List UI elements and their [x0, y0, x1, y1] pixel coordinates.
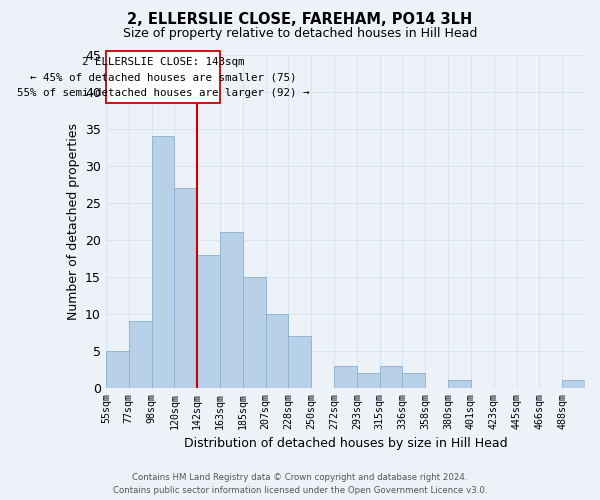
Text: Size of property relative to detached houses in Hill Head: Size of property relative to detached ho…	[123, 28, 477, 40]
Bar	[243, 277, 266, 388]
Text: Contains HM Land Registry data © Crown copyright and database right 2024.
Contai: Contains HM Land Registry data © Crown c…	[113, 473, 487, 495]
Bar	[380, 366, 403, 388]
Bar	[106, 52, 220, 103]
Bar	[175, 188, 197, 388]
X-axis label: Distribution of detached houses by size in Hill Head: Distribution of detached houses by size …	[184, 437, 507, 450]
Text: 2, ELLERSLIE CLOSE, FAREHAM, PO14 3LH: 2, ELLERSLIE CLOSE, FAREHAM, PO14 3LH	[127, 12, 473, 28]
Bar	[403, 373, 425, 388]
Bar	[197, 254, 220, 388]
Bar	[152, 136, 175, 388]
Bar	[562, 380, 585, 388]
Bar	[106, 351, 129, 388]
Bar	[448, 380, 471, 388]
Bar	[220, 232, 243, 388]
Y-axis label: Number of detached properties: Number of detached properties	[67, 123, 80, 320]
Bar	[334, 366, 357, 388]
Bar	[357, 373, 380, 388]
Bar	[266, 314, 289, 388]
Text: 2 ELLERSLIE CLOSE: 143sqm
← 45% of detached houses are smaller (75)
55% of semi-: 2 ELLERSLIE CLOSE: 143sqm ← 45% of detac…	[17, 56, 309, 98]
Bar	[129, 321, 152, 388]
Bar	[289, 336, 311, 388]
